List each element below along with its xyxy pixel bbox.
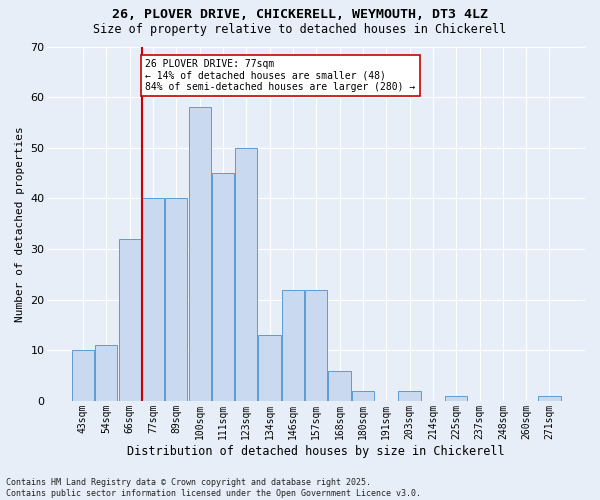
- Bar: [188, 108, 211, 401]
- Bar: [165, 198, 187, 401]
- Bar: [445, 396, 467, 401]
- Bar: [259, 335, 281, 401]
- Bar: [328, 370, 350, 401]
- Text: Size of property relative to detached houses in Chickerell: Size of property relative to detached ho…: [94, 22, 506, 36]
- Text: 26 PLOVER DRIVE: 77sqm
← 14% of detached houses are smaller (48)
84% of semi-det: 26 PLOVER DRIVE: 77sqm ← 14% of detached…: [145, 59, 416, 92]
- Text: 26, PLOVER DRIVE, CHICKERELL, WEYMOUTH, DT3 4LZ: 26, PLOVER DRIVE, CHICKERELL, WEYMOUTH, …: [112, 8, 488, 20]
- Bar: [235, 148, 257, 401]
- Bar: [212, 173, 234, 401]
- Text: Contains HM Land Registry data © Crown copyright and database right 2025.
Contai: Contains HM Land Registry data © Crown c…: [6, 478, 421, 498]
- X-axis label: Distribution of detached houses by size in Chickerell: Distribution of detached houses by size …: [127, 444, 505, 458]
- Bar: [282, 290, 304, 401]
- Y-axis label: Number of detached properties: Number of detached properties: [15, 126, 25, 322]
- Bar: [95, 345, 118, 401]
- Bar: [119, 239, 141, 401]
- Bar: [352, 391, 374, 401]
- Bar: [142, 198, 164, 401]
- Bar: [305, 290, 328, 401]
- Bar: [72, 350, 94, 401]
- Bar: [538, 396, 560, 401]
- Bar: [398, 391, 421, 401]
